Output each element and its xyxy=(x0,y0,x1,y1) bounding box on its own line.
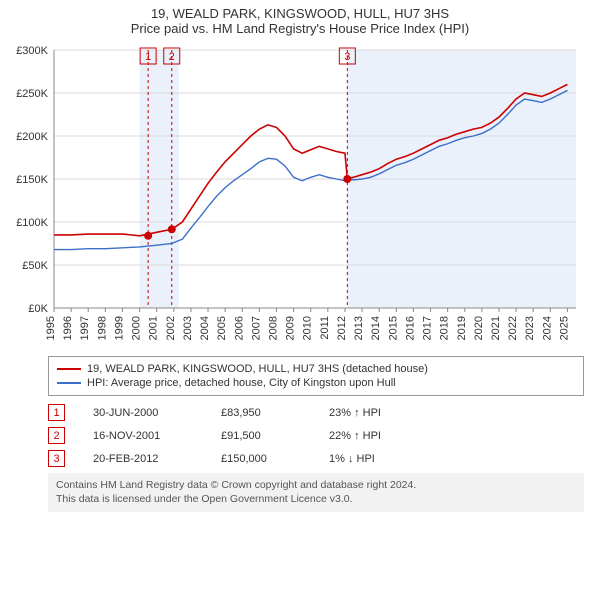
svg-text:2014: 2014 xyxy=(370,316,382,340)
sale-row: 3 20-FEB-2012 £150,000 1% ↓ HPI xyxy=(48,450,584,467)
legend: 19, WEALD PARK, KINGSWOOD, HULL, HU7 3HS… xyxy=(48,356,584,396)
sale-date: 30-JUN-2000 xyxy=(93,407,193,419)
sale-price: £150,000 xyxy=(221,453,301,465)
svg-text:3: 3 xyxy=(344,51,350,63)
svg-text:2022: 2022 xyxy=(507,316,519,340)
svg-text:2010: 2010 xyxy=(302,316,314,340)
svg-text:1999: 1999 xyxy=(113,316,125,340)
svg-text:2019: 2019 xyxy=(456,316,468,340)
svg-text:£0K: £0K xyxy=(28,303,48,315)
svg-text:2007: 2007 xyxy=(250,316,262,340)
legend-swatch-property xyxy=(57,368,81,370)
chart-container: 19, WEALD PARK, KINGSWOOD, HULL, HU7 3HS… xyxy=(0,0,600,590)
svg-text:2011: 2011 xyxy=(319,316,331,340)
svg-text:2005: 2005 xyxy=(216,316,228,340)
svg-text:2009: 2009 xyxy=(285,316,297,340)
svg-text:2001: 2001 xyxy=(148,316,160,340)
sale-marker-2: 2 xyxy=(48,427,65,444)
svg-text:1996: 1996 xyxy=(62,316,74,340)
svg-text:1997: 1997 xyxy=(79,316,91,340)
sale-marker-1: 1 xyxy=(48,404,65,421)
svg-text:2021: 2021 xyxy=(490,316,502,340)
footer-line-2: This data is licensed under the Open Gov… xyxy=(56,493,576,507)
sale-delta: 1% ↓ HPI xyxy=(329,453,419,465)
svg-text:2013: 2013 xyxy=(353,316,365,340)
svg-text:2000: 2000 xyxy=(131,316,143,340)
sale-delta: 22% ↑ HPI xyxy=(329,430,419,442)
svg-text:2002: 2002 xyxy=(165,316,177,340)
sale-row: 1 30-JUN-2000 £83,950 23% ↑ HPI xyxy=(48,404,584,421)
svg-text:2004: 2004 xyxy=(199,316,211,340)
legend-label-property: 19, WEALD PARK, KINGSWOOD, HULL, HU7 3HS… xyxy=(87,363,428,375)
svg-text:2016: 2016 xyxy=(404,316,416,340)
svg-text:1995: 1995 xyxy=(45,316,57,340)
svg-text:£200K: £200K xyxy=(16,131,48,143)
page-title: 19, WEALD PARK, KINGSWOOD, HULL, HU7 3HS xyxy=(0,0,600,21)
svg-text:2023: 2023 xyxy=(524,316,536,340)
sale-date: 20-FEB-2012 xyxy=(93,453,193,465)
footer-attribution: Contains HM Land Registry data © Crown c… xyxy=(48,473,584,512)
sale-delta: 23% ↑ HPI xyxy=(329,407,419,419)
svg-text:1998: 1998 xyxy=(96,316,108,340)
sales-table: 1 30-JUN-2000 £83,950 23% ↑ HPI 2 16-NOV… xyxy=(48,404,584,467)
chart-svg: £0K £50K £100K £150K £200K £250K £300K 1995 1996… xyxy=(10,40,584,350)
svg-text:2: 2 xyxy=(169,51,175,63)
svg-text:2015: 2015 xyxy=(387,316,399,340)
svg-text:2006: 2006 xyxy=(233,316,245,340)
svg-text:2012: 2012 xyxy=(336,316,348,340)
svg-text:2008: 2008 xyxy=(267,316,279,340)
footer-line-1: Contains HM Land Registry data © Crown c… xyxy=(56,479,576,493)
page-subtitle: Price paid vs. HM Land Registry's House … xyxy=(0,21,600,40)
legend-row: HPI: Average price, detached house, City… xyxy=(57,377,575,389)
svg-text:£300K: £300K xyxy=(16,45,48,57)
svg-text:£50K: £50K xyxy=(22,260,48,272)
svg-text:2017: 2017 xyxy=(422,316,434,340)
sale-price: £91,500 xyxy=(221,430,301,442)
sale-marker-3: 3 xyxy=(48,450,65,467)
svg-text:£100K: £100K xyxy=(16,217,48,229)
legend-label-hpi: HPI: Average price, detached house, City… xyxy=(87,377,396,389)
svg-text:2018: 2018 xyxy=(439,316,451,340)
svg-text:£250K: £250K xyxy=(16,88,48,100)
legend-swatch-hpi xyxy=(57,382,81,384)
svg-text:2020: 2020 xyxy=(473,316,485,340)
svg-text:2003: 2003 xyxy=(182,316,194,340)
legend-row: 19, WEALD PARK, KINGSWOOD, HULL, HU7 3HS… xyxy=(57,363,575,375)
chart: £0K £50K £100K £150K £200K £250K £300K 1995 1996… xyxy=(10,40,584,350)
sale-price: £83,950 xyxy=(221,407,301,419)
svg-text:2025: 2025 xyxy=(558,316,570,340)
svg-text:£150K: £150K xyxy=(16,174,48,186)
svg-text:2024: 2024 xyxy=(541,316,553,340)
sale-date: 16-NOV-2001 xyxy=(93,430,193,442)
svg-text:1: 1 xyxy=(145,51,151,63)
sale-row: 2 16-NOV-2001 £91,500 22% ↑ HPI xyxy=(48,427,584,444)
